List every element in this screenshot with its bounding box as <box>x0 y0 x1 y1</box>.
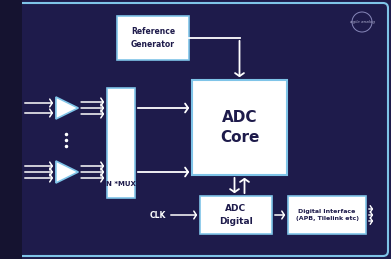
FancyBboxPatch shape <box>200 196 272 234</box>
Text: ADC
Digital: ADC Digital <box>219 204 253 226</box>
Text: Reference
Generator: Reference Generator <box>131 27 175 49</box>
FancyBboxPatch shape <box>288 196 366 234</box>
Text: N *MUX: N *MUX <box>106 181 136 187</box>
Text: CLK: CLK <box>150 211 166 219</box>
FancyBboxPatch shape <box>117 16 189 60</box>
FancyBboxPatch shape <box>107 88 135 198</box>
Polygon shape <box>56 97 78 119</box>
Text: agile analog: agile analog <box>350 20 375 24</box>
Text: ADC
Core: ADC Core <box>220 110 259 146</box>
FancyBboxPatch shape <box>192 80 287 175</box>
Polygon shape <box>56 161 78 183</box>
FancyBboxPatch shape <box>17 3 388 256</box>
Polygon shape <box>0 0 22 259</box>
Text: Digital Interface
(APB, Tilelink etc): Digital Interface (APB, Tilelink etc) <box>296 209 359 221</box>
